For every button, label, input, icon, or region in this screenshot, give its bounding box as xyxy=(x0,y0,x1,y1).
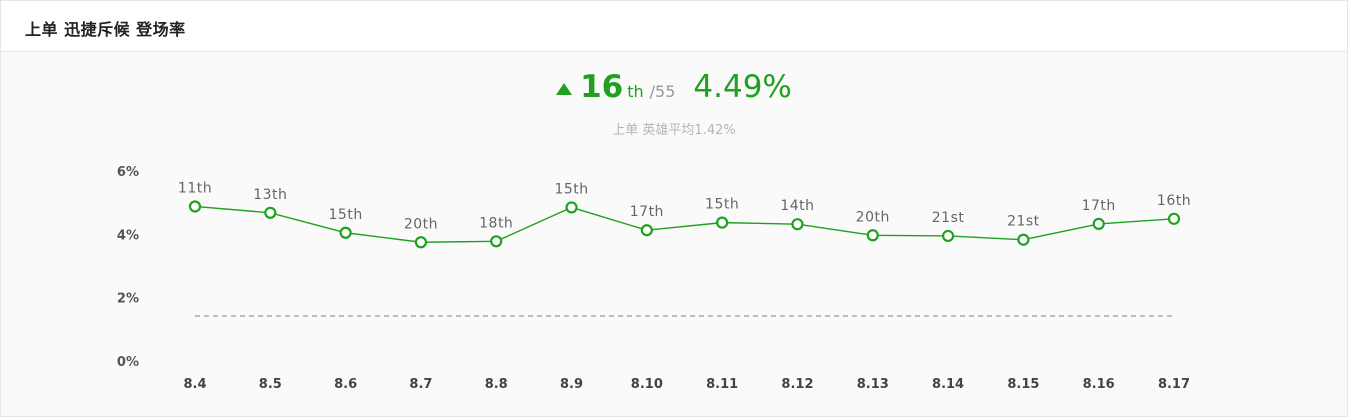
data-point xyxy=(716,216,729,229)
x-axis-labels: 8.4 8.5 8.6 8.7 8.8 8.9 8.10 8.11 8.12 8.13 8.14 8.… xyxy=(183,377,1190,392)
data-point xyxy=(1017,233,1030,246)
data-point xyxy=(188,200,202,213)
x-tick-label: 8.17 xyxy=(1158,377,1190,392)
x-tick-label: 8.8 xyxy=(485,377,508,392)
point-rank-label: 15th xyxy=(554,181,588,197)
data-point xyxy=(791,218,804,231)
data-point xyxy=(640,224,653,237)
point-rank-label: 17th xyxy=(630,204,664,220)
point-rank-label: 20th xyxy=(404,216,438,232)
data-point xyxy=(1167,212,1181,225)
point-rank-label: 13th xyxy=(253,187,287,203)
data-point xyxy=(941,229,955,243)
data-point xyxy=(339,226,352,239)
average-subtitle: 上单 英雄平均1.42% xyxy=(612,123,736,138)
rank-total: /55 xyxy=(649,82,676,101)
y-tick-label: 6% xyxy=(117,165,139,180)
point-rank-label: 18th xyxy=(479,215,513,231)
x-tick-label: 8.5 xyxy=(259,377,282,392)
point-rank-label: 11th xyxy=(178,180,212,196)
x-tick-label: 8.11 xyxy=(706,377,738,392)
point-rank-label: 16th xyxy=(1157,193,1191,209)
point-rank-label: 17th xyxy=(1082,198,1116,214)
rank-summary-inner: 16 th /55 4.49% xyxy=(556,69,792,105)
pick-rate: 4.49% xyxy=(693,69,792,105)
point-rank-label: 21st xyxy=(932,210,965,226)
x-tick-label: 8.12 xyxy=(781,377,813,392)
trend-up-icon xyxy=(556,83,573,95)
x-tick-label: 8.7 xyxy=(409,377,432,392)
x-tick-label: 8.14 xyxy=(932,377,964,392)
data-point xyxy=(1092,217,1105,230)
x-tick-label: 8.13 xyxy=(857,377,889,392)
point-rank-label: 20th xyxy=(856,209,890,225)
panel-header: 上单 迅捷斥候 登场率 xyxy=(1,1,1347,52)
y-tick-label: 0% xyxy=(117,355,139,370)
rank-summary: 16 th /55 4.49% xyxy=(1,69,1347,109)
point-rank-label: 15th xyxy=(705,197,739,213)
series-line xyxy=(194,205,1175,243)
rank-number: 16 xyxy=(580,69,624,105)
x-tick-label: 8.10 xyxy=(631,377,663,392)
y-axis-labels: 6% 4% 2% 0% xyxy=(117,165,139,370)
panel-title: 上单 迅捷斥候 登场率 xyxy=(25,20,186,39)
data-point xyxy=(866,229,879,242)
data-point xyxy=(565,201,578,214)
rank-suffix: th xyxy=(627,82,644,101)
x-tick-label: 8.6 xyxy=(334,377,357,392)
data-point xyxy=(264,206,277,219)
y-tick-label: 4% xyxy=(117,228,139,243)
y-tick-label: 2% xyxy=(117,292,139,307)
x-tick-label: 8.16 xyxy=(1083,377,1115,392)
x-tick-label: 8.9 xyxy=(560,377,583,392)
x-tick-label: 8.15 xyxy=(1007,377,1039,392)
data-point xyxy=(490,235,503,248)
point-rank-label: 14th xyxy=(780,198,814,214)
data-point xyxy=(414,236,428,249)
point-rank-label: 15th xyxy=(329,207,363,223)
point-rank-label: 21st xyxy=(1007,214,1040,230)
x-tick-label: 8.4 xyxy=(183,377,206,392)
series-group xyxy=(188,200,1181,249)
point-labels: 11th 13th 15th 20th 18th 15th 17th 15th 14th 20th… xyxy=(178,180,1191,232)
